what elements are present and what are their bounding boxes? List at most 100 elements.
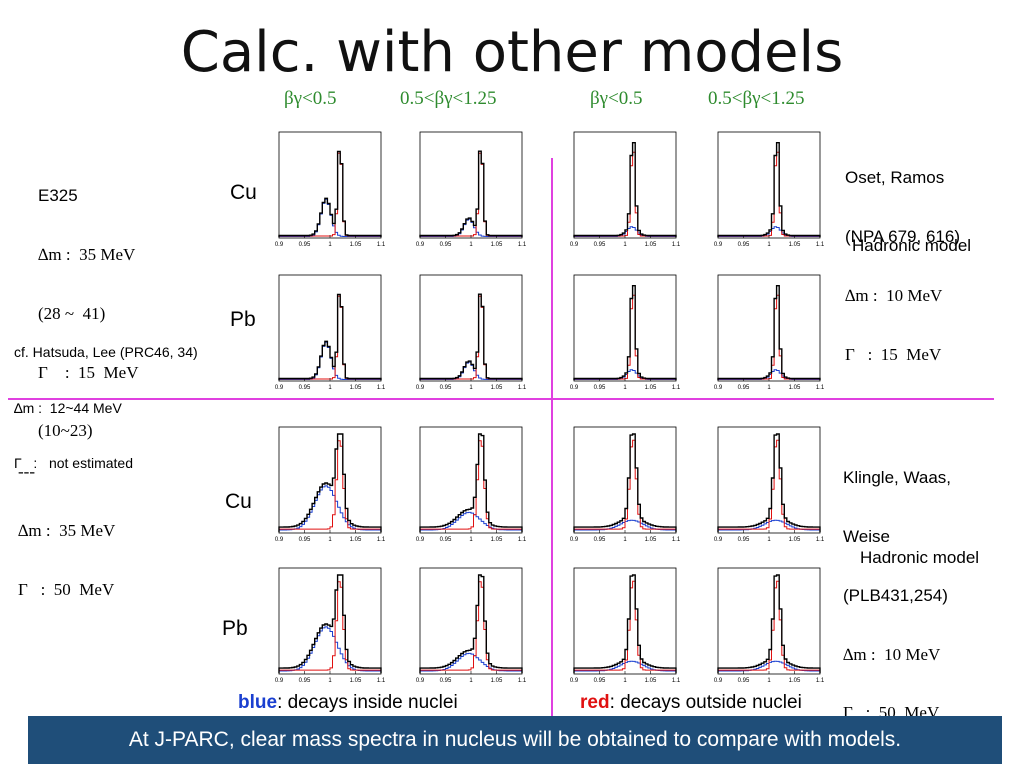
hatsuda-ref: cf. Hatsuda, Lee (PRC46, 34): [14, 344, 198, 361]
slide-title: Calc. with other models: [180, 20, 844, 85]
total-histogram: [717, 574, 821, 673]
total-histogram: [717, 142, 821, 237]
tick-label: 0.9: [714, 678, 723, 684]
tick-label: 1.05: [350, 537, 362, 543]
oset-width: Γ : 15 MeV: [845, 344, 942, 364]
total-histogram: [573, 285, 677, 380]
hatsuda-width: Γ : not estimated: [14, 454, 133, 471]
total-histogram: [717, 285, 821, 380]
tick-label: 1.05: [491, 385, 503, 391]
oset-ref: (NPA 679, 616): [845, 227, 960, 247]
row-label-cu-bottom: Cu: [225, 490, 252, 513]
tick-label: 1.1: [816, 385, 824, 391]
plot-frame: [278, 274, 382, 382]
red-histogram: [717, 439, 821, 532]
total-histogram: [573, 433, 677, 532]
legend-red-keyword: red: [580, 692, 610, 713]
tick-label: 0.95: [594, 242, 606, 248]
tick-label: 1.05: [789, 242, 801, 248]
legend-blue: blue: decays inside nuclei: [238, 692, 458, 714]
total-histogram: [278, 150, 382, 237]
tick-label: 1.05: [350, 678, 362, 684]
tick-label: 0.95: [440, 678, 452, 684]
tick-label: 1.1: [377, 385, 385, 391]
hatsuda-dm: ∆m : 12~44 MeV: [14, 399, 122, 416]
tick-label: 0.95: [738, 385, 750, 391]
spectrum-plot-cu-bottom-3: 0.9 0.95 1 1.05 1.1: [570, 426, 680, 543]
tick-label: 1: [328, 678, 332, 684]
spectrum-plot-pb-top-1: 0.9 0.95 1 1.05 1.1: [275, 274, 385, 391]
row-label-pb-top: Pb: [230, 308, 256, 331]
tick-label: 1.1: [377, 242, 385, 248]
plot-frame: [419, 567, 523, 675]
total-histogram: [278, 293, 382, 380]
e325-dm-range: (28 ~ 41): [38, 303, 106, 323]
tick-label: 1: [623, 385, 627, 391]
tick-label: 1: [469, 242, 473, 248]
spectrum-plot-cu-top-3: 0.9 0.95 1 1.05 1.1: [570, 131, 680, 248]
tick-label: 1: [767, 537, 771, 543]
legend-red-text: : decays outside nuclei: [609, 692, 802, 713]
plot-frame: [278, 131, 382, 239]
tick-label: 1.1: [816, 678, 824, 684]
tick-label: 1: [767, 242, 771, 248]
tick-label: 1.1: [672, 242, 680, 248]
tick-label: 1: [328, 242, 332, 248]
tick-label: 0.9: [714, 537, 723, 543]
total-histogram: [419, 150, 523, 237]
tick-label: 0.9: [570, 385, 579, 391]
spectrum-plot-pb-top-4: 0.9 0.95 1 1.05 1.1: [714, 274, 824, 391]
tick-label: 0.9: [416, 678, 425, 684]
legend-red: red: decays outside nuclei: [580, 692, 802, 714]
tick-label: 0.9: [275, 537, 284, 543]
tick-label: 0.9: [275, 242, 284, 248]
tick-label: 1.05: [645, 678, 657, 684]
tick-label: 1.05: [789, 537, 801, 543]
spectrum-plot-pb-bottom-2: 0.9 0.95 1 1.05 1.1: [416, 567, 526, 684]
tick-label: 0.95: [738, 242, 750, 248]
tick-label: 0.9: [714, 242, 723, 248]
tick-label: 0.95: [299, 242, 311, 248]
e325-width-range: (10~23): [38, 421, 93, 441]
red-histogram: [573, 439, 677, 532]
tick-label: 1.05: [350, 242, 362, 248]
oset-dm: ∆m : 10 MeV: [845, 285, 943, 305]
total-histogram: [717, 433, 821, 532]
plot-frame: [419, 426, 523, 534]
tick-label: 0.9: [570, 678, 579, 684]
spectrum-plot-pb-bottom-4: 0.9 0.95 1 1.05 1.1: [714, 567, 824, 684]
lower-left-dm: ∆m : 35 MeV: [18, 521, 116, 541]
red-histogram: [573, 580, 677, 673]
tick-label: 0.9: [275, 678, 284, 684]
tick-label: 1.05: [491, 242, 503, 248]
tick-label: 0.9: [570, 242, 579, 248]
red-histogram: [278, 581, 382, 673]
tick-label: 1.05: [645, 385, 657, 391]
tick-label: 1.1: [816, 537, 824, 543]
tick-label: 0.95: [440, 537, 452, 543]
total-histogram: [278, 574, 382, 673]
tick-label: 0.95: [594, 537, 606, 543]
e325-name: E325: [38, 186, 78, 206]
tick-label: 0.95: [299, 678, 311, 684]
oset-authors: Oset, Ramos: [845, 168, 945, 188]
tick-label: 1.1: [816, 242, 824, 248]
klingle-dm: ∆m : 10 MeV: [843, 644, 941, 664]
red-histogram: [717, 580, 821, 673]
column-header-3: βγ<0.5: [590, 88, 643, 109]
lower-left-note: --- ∆m : 35 MeV Γ : 50 MeV: [18, 424, 115, 619]
legend-blue-text: : decays inside nuclei: [277, 692, 458, 713]
tick-label: 0.95: [738, 537, 750, 543]
tick-label: 0.9: [416, 385, 425, 391]
tick-label: 0.9: [416, 537, 425, 543]
spectrum-plot-pb-top-2: 0.9 0.95 1 1.05 1.1: [416, 274, 526, 391]
oset-note: Oset, Ramos (NPA 679, 616) ∆m : 10 MeV Γ…: [845, 130, 960, 384]
red-histogram: [278, 440, 382, 532]
klingle-authors: Klingle, Waas,: [843, 468, 952, 488]
tick-label: 0.9: [714, 385, 723, 391]
tick-label: 1: [623, 537, 627, 543]
tick-label: 1.1: [377, 678, 385, 684]
tick-label: 1: [767, 385, 771, 391]
tick-label: 1: [469, 678, 473, 684]
tick-label: 1.1: [518, 242, 526, 248]
